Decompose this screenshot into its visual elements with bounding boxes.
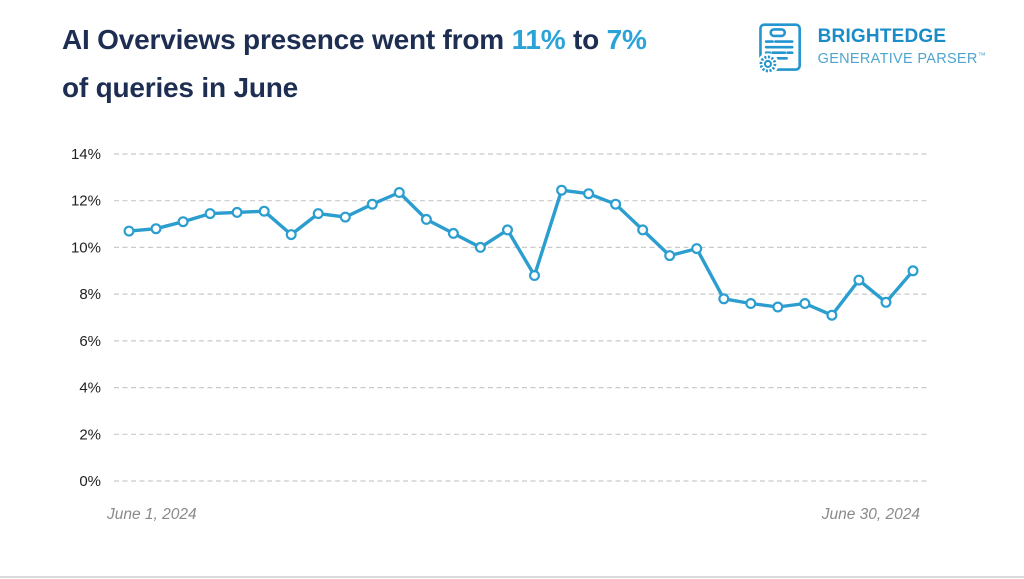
x-axis-end-label: June 30, 2024 — [821, 506, 921, 523]
data-point-3 — [177, 216, 189, 228]
trademark-symbol: ™ — [977, 51, 986, 60]
data-point-27 — [826, 309, 838, 321]
data-point-26 — [799, 298, 811, 310]
data-point-11 — [393, 187, 405, 199]
trend-line — [127, 188, 915, 317]
data-point-23 — [718, 293, 730, 305]
data-point-14 — [474, 241, 486, 253]
data-point-21 — [664, 250, 676, 262]
data-point-6 — [258, 205, 270, 217]
data-point-8 — [312, 208, 324, 220]
title-start-value: 11% — [511, 24, 566, 55]
y-tick-label-2: 2% — [79, 426, 101, 443]
data-point-16 — [528, 270, 540, 282]
chart-title: AI Overviews presence went from 11% to 7… — [62, 16, 647, 112]
title-line1: AI Overviews presence went from 11% to 7… — [62, 16, 647, 64]
logo-brand-name: BRIGHTEDGE — [817, 26, 947, 47]
data-point-7 — [285, 229, 297, 241]
data-point-13 — [447, 227, 459, 239]
y-tick-label-0: 0% — [79, 473, 101, 490]
data-point-29 — [880, 296, 892, 308]
data-point-12 — [420, 213, 432, 225]
data-point-10 — [366, 198, 378, 210]
y-tick-label-6: 6% — [79, 333, 101, 350]
data-point-4 — [204, 208, 216, 220]
data-point-30 — [907, 265, 919, 277]
title-text-1: AI Overviews presence went from — [62, 24, 512, 55]
data-point-19 — [610, 198, 622, 210]
data-point-2 — [150, 223, 162, 235]
title-line2: of queries in June — [62, 72, 298, 103]
data-point-24 — [745, 298, 757, 310]
y-tick-label-12: 12% — [71, 193, 101, 210]
bottom-divider — [0, 576, 1024, 578]
y-tick-label-10: 10% — [71, 239, 101, 256]
brightedge-logo: BRIGHTEDGE GENERATIVE PARSER™ — [753, 23, 986, 77]
title-text-2: to — [565, 24, 607, 55]
logo-product-label: GENERATIVE PARSER — [817, 51, 978, 67]
logo-product-name: GENERATIVE PARSER™ — [818, 47, 986, 68]
x-axis-start-label: June 1, 2024 — [106, 506, 197, 523]
data-point-1 — [123, 225, 135, 237]
y-tick-label-8: 8% — [79, 286, 101, 303]
title-end-value: 7% — [606, 24, 647, 55]
data-point-17 — [556, 184, 568, 196]
data-point-5 — [231, 206, 243, 218]
data-point-18 — [583, 188, 595, 200]
header: AI Overviews presence went from 11% to 7… — [62, 16, 986, 112]
data-point-22 — [691, 243, 703, 255]
data-point-15 — [502, 224, 514, 236]
y-tick-label-4: 4% — [79, 380, 101, 397]
data-point-25 — [772, 301, 784, 313]
data-point-9 — [339, 211, 351, 223]
data-point-28 — [853, 274, 865, 286]
certificate-parser-icon — [756, 23, 801, 75]
y-tick-label-14: 14% — [71, 146, 101, 163]
data-point-20 — [637, 224, 649, 236]
logo-text: BRIGHTEDGE GENERATIVE PARSER™ — [818, 26, 986, 68]
